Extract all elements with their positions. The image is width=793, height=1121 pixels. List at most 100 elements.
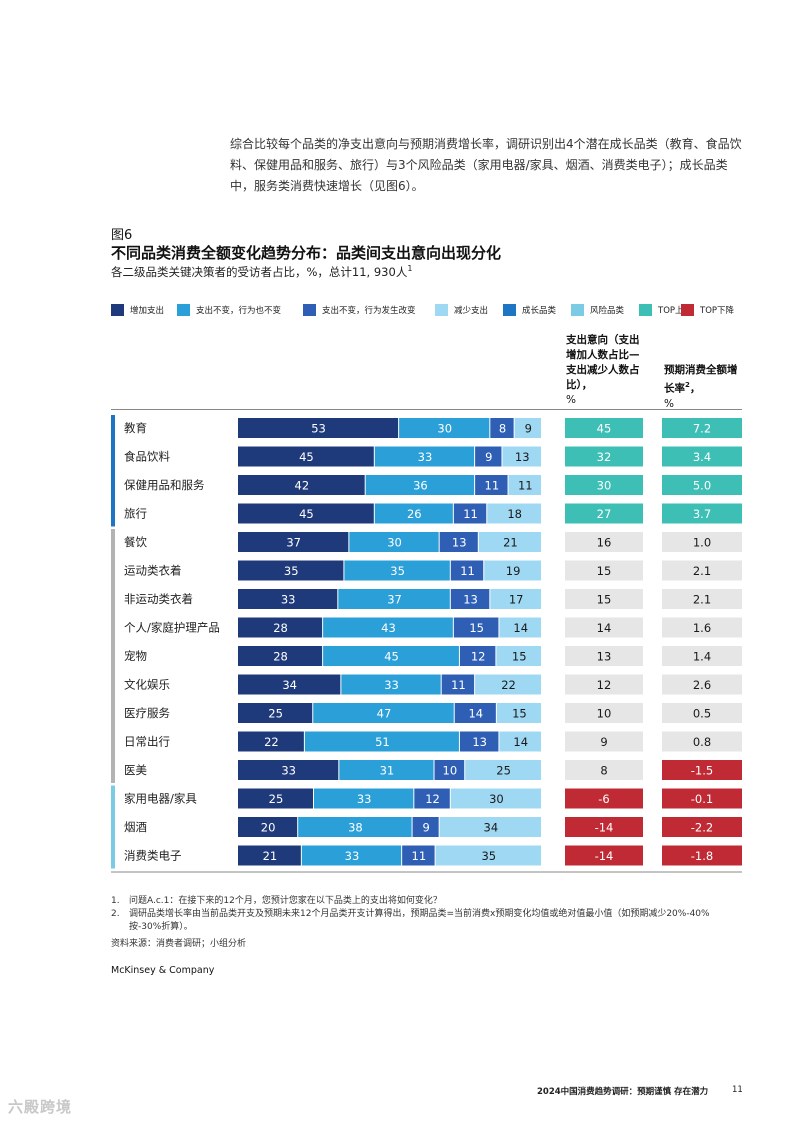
bar-value-label: 15 xyxy=(512,650,527,664)
bar-segment xyxy=(484,560,541,581)
legend-item-same-changed: 支出不变，行为发生改变 xyxy=(303,303,416,317)
category-label: 运动类衣着 xyxy=(124,564,182,578)
net-intent-value: 15 xyxy=(597,593,612,607)
page-number: 11 xyxy=(732,1085,743,1095)
bar-value-label: 11 xyxy=(451,678,466,692)
bar-segment xyxy=(475,446,502,467)
net-intent-value: -6 xyxy=(598,792,609,806)
bar-value-label: 30 xyxy=(489,792,504,806)
net-intent-value: -14 xyxy=(595,821,614,835)
bar-segment xyxy=(238,674,341,695)
category-label: 餐饮 xyxy=(124,535,147,549)
bar-value-label: 15 xyxy=(469,621,484,635)
bar-value-label: 28 xyxy=(273,621,288,635)
category-label: 医疗服务 xyxy=(124,706,170,720)
footnote-1-text: 问题A.c.1：在接下来的12个月，您预计您家在以下品类上的支出将如何变化？ xyxy=(129,896,442,906)
bar-segment xyxy=(238,760,339,780)
bar-value-label: 35 xyxy=(481,849,496,863)
bar-value-label: 45 xyxy=(299,450,314,464)
legend-swatch xyxy=(571,304,584,316)
bar-value-label: 25 xyxy=(269,792,284,806)
bar-value-label: 33 xyxy=(345,849,360,863)
category-label: 个人/家庭护理产品 xyxy=(124,621,220,635)
bar-value-label: 33 xyxy=(418,450,433,464)
group-marker-growth xyxy=(111,415,115,527)
growth-cell xyxy=(662,560,742,581)
bar-value-label: 33 xyxy=(357,792,372,806)
bar-segment xyxy=(341,674,441,695)
bar-value-label: 25 xyxy=(496,764,511,778)
growth-cell xyxy=(662,788,742,809)
legend-label: TOP下降 xyxy=(700,306,735,316)
legend-label: 风险品类 xyxy=(590,306,625,316)
page-footer-title: 2024中国消费趋势调研：预期谨慎 存在潜力 xyxy=(537,1087,709,1097)
bar-value-label: 30 xyxy=(437,422,452,436)
column-header-net-intent-text: 支出意向（支出增加人数占比—支出减少人数占比）， xyxy=(566,334,640,391)
footnote-1: 1. 问题A.c.1：在接下来的12个月，您预计您家在以下品类上的支出将如何变化？ xyxy=(111,895,442,908)
growth-value: 1.0 xyxy=(693,536,711,550)
net-intent-value: 45 xyxy=(597,422,612,436)
bar-value-label: 13 xyxy=(472,735,487,749)
legend-item-risk: 风险品类 xyxy=(571,303,624,317)
bar-segment xyxy=(238,446,374,467)
legend-item-top-down: TOP下降 xyxy=(681,303,734,317)
bar-value-label: 37 xyxy=(387,593,402,607)
net-intent-cell xyxy=(565,532,643,552)
net-intent-cell xyxy=(565,703,643,723)
group-marker-risk xyxy=(111,785,115,869)
growth-cell xyxy=(662,731,742,752)
bar-value-label: 43 xyxy=(381,621,396,635)
net-intent-value: 32 xyxy=(597,450,612,464)
category-label: 非运动类衣着 xyxy=(124,592,193,606)
bar-segment xyxy=(499,617,541,638)
bar-segment xyxy=(453,503,487,524)
bar-value-label: 37 xyxy=(286,536,301,550)
bar-segment xyxy=(238,646,323,666)
net-intent-value: 30 xyxy=(597,479,612,493)
category-label: 消费类电子 xyxy=(124,849,182,863)
growth-cell xyxy=(662,817,742,837)
bar-segment xyxy=(238,703,313,723)
bar-segment xyxy=(238,503,374,524)
bar-segment xyxy=(238,617,323,638)
growth-cell xyxy=(662,589,742,609)
legend-label: TOP上升 xyxy=(658,306,693,316)
bar-segment xyxy=(374,503,453,524)
bar-value-label: 11 xyxy=(460,564,475,578)
bar-value-label: 22 xyxy=(501,678,516,692)
legend-label: 增加支出 xyxy=(130,306,165,316)
bar-value-label: 51 xyxy=(375,735,390,749)
bar-value-label: 34 xyxy=(484,821,499,835)
legend-item-increase: 增加支出 xyxy=(111,303,164,317)
bar-value-label: 14 xyxy=(468,707,483,721)
legend-swatch xyxy=(639,304,652,316)
growth-value: 0.5 xyxy=(693,707,711,721)
figure-subtitle-sup: 1 xyxy=(407,264,413,274)
growth-value: -1.8 xyxy=(691,849,713,863)
net-intent-value: 8 xyxy=(600,764,607,778)
column-header-growth-unit: % xyxy=(664,397,674,410)
growth-cell xyxy=(662,674,742,695)
bar-segment xyxy=(402,845,435,866)
legend-item-same-same: 支出不变，行为也不变 xyxy=(177,303,281,317)
growth-value: -0.1 xyxy=(691,792,713,806)
growth-cell xyxy=(662,703,742,723)
bar-value-label: 33 xyxy=(384,678,399,692)
bar-value-label: 13 xyxy=(515,450,530,464)
category-label: 日常出行 xyxy=(124,735,170,749)
bar-value-label: 8 xyxy=(499,422,506,436)
bar-segment xyxy=(450,589,490,609)
bar-value-label: 33 xyxy=(281,593,296,607)
bar-value-label: 13 xyxy=(463,593,478,607)
bar-segment xyxy=(450,788,541,809)
footnote-2-number: 2. xyxy=(111,909,120,919)
bar-value-label: 30 xyxy=(387,536,402,550)
bar-value-label: 25 xyxy=(268,707,283,721)
net-intent-cell xyxy=(565,760,643,780)
bar-segment xyxy=(499,731,541,752)
bar-value-label: 11 xyxy=(463,507,478,521)
bar-segment xyxy=(339,760,434,780)
bar-segment xyxy=(459,731,499,752)
bar-value-label: 11 xyxy=(412,849,427,863)
intro-paragraph: 综合比较每个品类的净支出意向与预期消费增长率，调研识别出4个潜在成长品类（教育、… xyxy=(230,137,742,193)
